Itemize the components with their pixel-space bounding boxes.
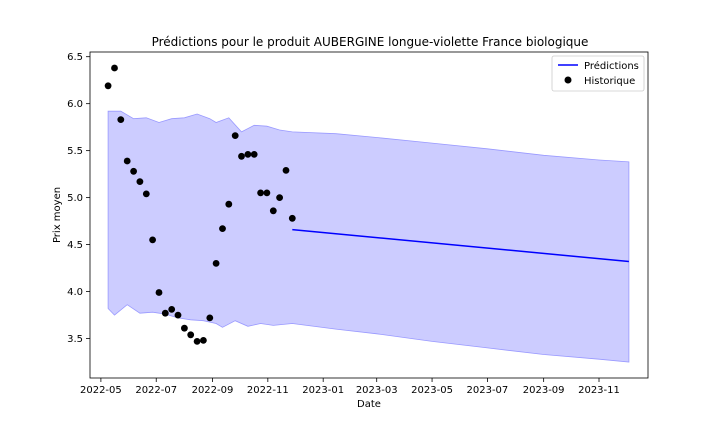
historique-point <box>212 260 220 267</box>
legend: Prédictions Historique <box>551 55 645 92</box>
historique-point <box>288 214 296 222</box>
historique-point <box>187 331 195 339</box>
historique-point <box>200 337 207 344</box>
historique-point <box>257 189 264 197</box>
historique-point <box>149 236 157 244</box>
historique-point <box>111 64 118 72</box>
x-tick-label: 2022-09 <box>192 385 234 396</box>
y-tick-label: 3.5 <box>67 334 83 345</box>
x-tick-label: 2023-01 <box>302 385 344 396</box>
historique-point <box>276 194 283 202</box>
legend-prediction-label: Prédictions <box>584 60 639 72</box>
historique-point <box>231 132 239 140</box>
historique-point <box>269 207 277 215</box>
y-tick-label: 6.5 <box>67 52 83 63</box>
legend-historique-label: Historique <box>584 76 635 87</box>
plot-area <box>104 64 630 363</box>
historique-point <box>155 289 163 296</box>
y-axis-title: Prix moyen <box>52 187 63 243</box>
historique-point <box>244 151 252 158</box>
historique-point <box>104 82 112 90</box>
historique-point <box>136 178 144 186</box>
historique-point <box>206 314 214 322</box>
x-axis: 2022-05 2022-07 2022-09 2022-11 2023-01 2023-… <box>80 378 620 396</box>
legend-historique-swatch <box>564 76 572 84</box>
historique-point <box>123 157 131 165</box>
y-tick-label: 4.5 <box>67 240 83 251</box>
x-tick-label: 2022-05 <box>80 385 122 396</box>
historique-point <box>282 167 290 174</box>
y-tick-label: 5.5 <box>67 146 83 157</box>
chart-title: Prédictions pour le produit AUBERGINE lo… <box>152 35 589 49</box>
historique-point <box>174 311 182 319</box>
historique-point <box>117 116 125 123</box>
historique-point <box>219 225 226 233</box>
prediction-line <box>292 228 629 263</box>
y-axis: 3.5 4.0 4.5 5.0 5.5 6.0 6.5 <box>67 52 90 345</box>
x-axis-title: Date <box>357 399 381 410</box>
historique-point <box>142 190 150 198</box>
historique-point <box>225 200 233 208</box>
historique-point <box>161 309 169 317</box>
historique-point <box>181 324 188 332</box>
y-tick-label: 4.0 <box>67 287 83 298</box>
y-tick-label: 6.0 <box>67 99 83 110</box>
historique-point <box>238 152 245 160</box>
historique-point <box>130 167 138 175</box>
historique-point <box>193 338 201 345</box>
x-tick-label: 2022-07 <box>135 385 177 396</box>
x-tick-label: 2023-05 <box>411 385 453 396</box>
x-tick-label: 2023-07 <box>467 385 509 396</box>
x-tick-label: 2022-11 <box>247 385 289 396</box>
x-tick-label: 2023-09 <box>523 385 565 396</box>
x-tick-label: 2023-03 <box>356 385 398 396</box>
y-tick-label: 5.0 <box>67 193 83 204</box>
x-tick-label: 2023-11 <box>578 385 620 396</box>
historique-point <box>250 151 258 158</box>
historique-point <box>168 306 176 313</box>
plot-frame <box>89 51 649 379</box>
historique-point <box>263 189 271 197</box>
